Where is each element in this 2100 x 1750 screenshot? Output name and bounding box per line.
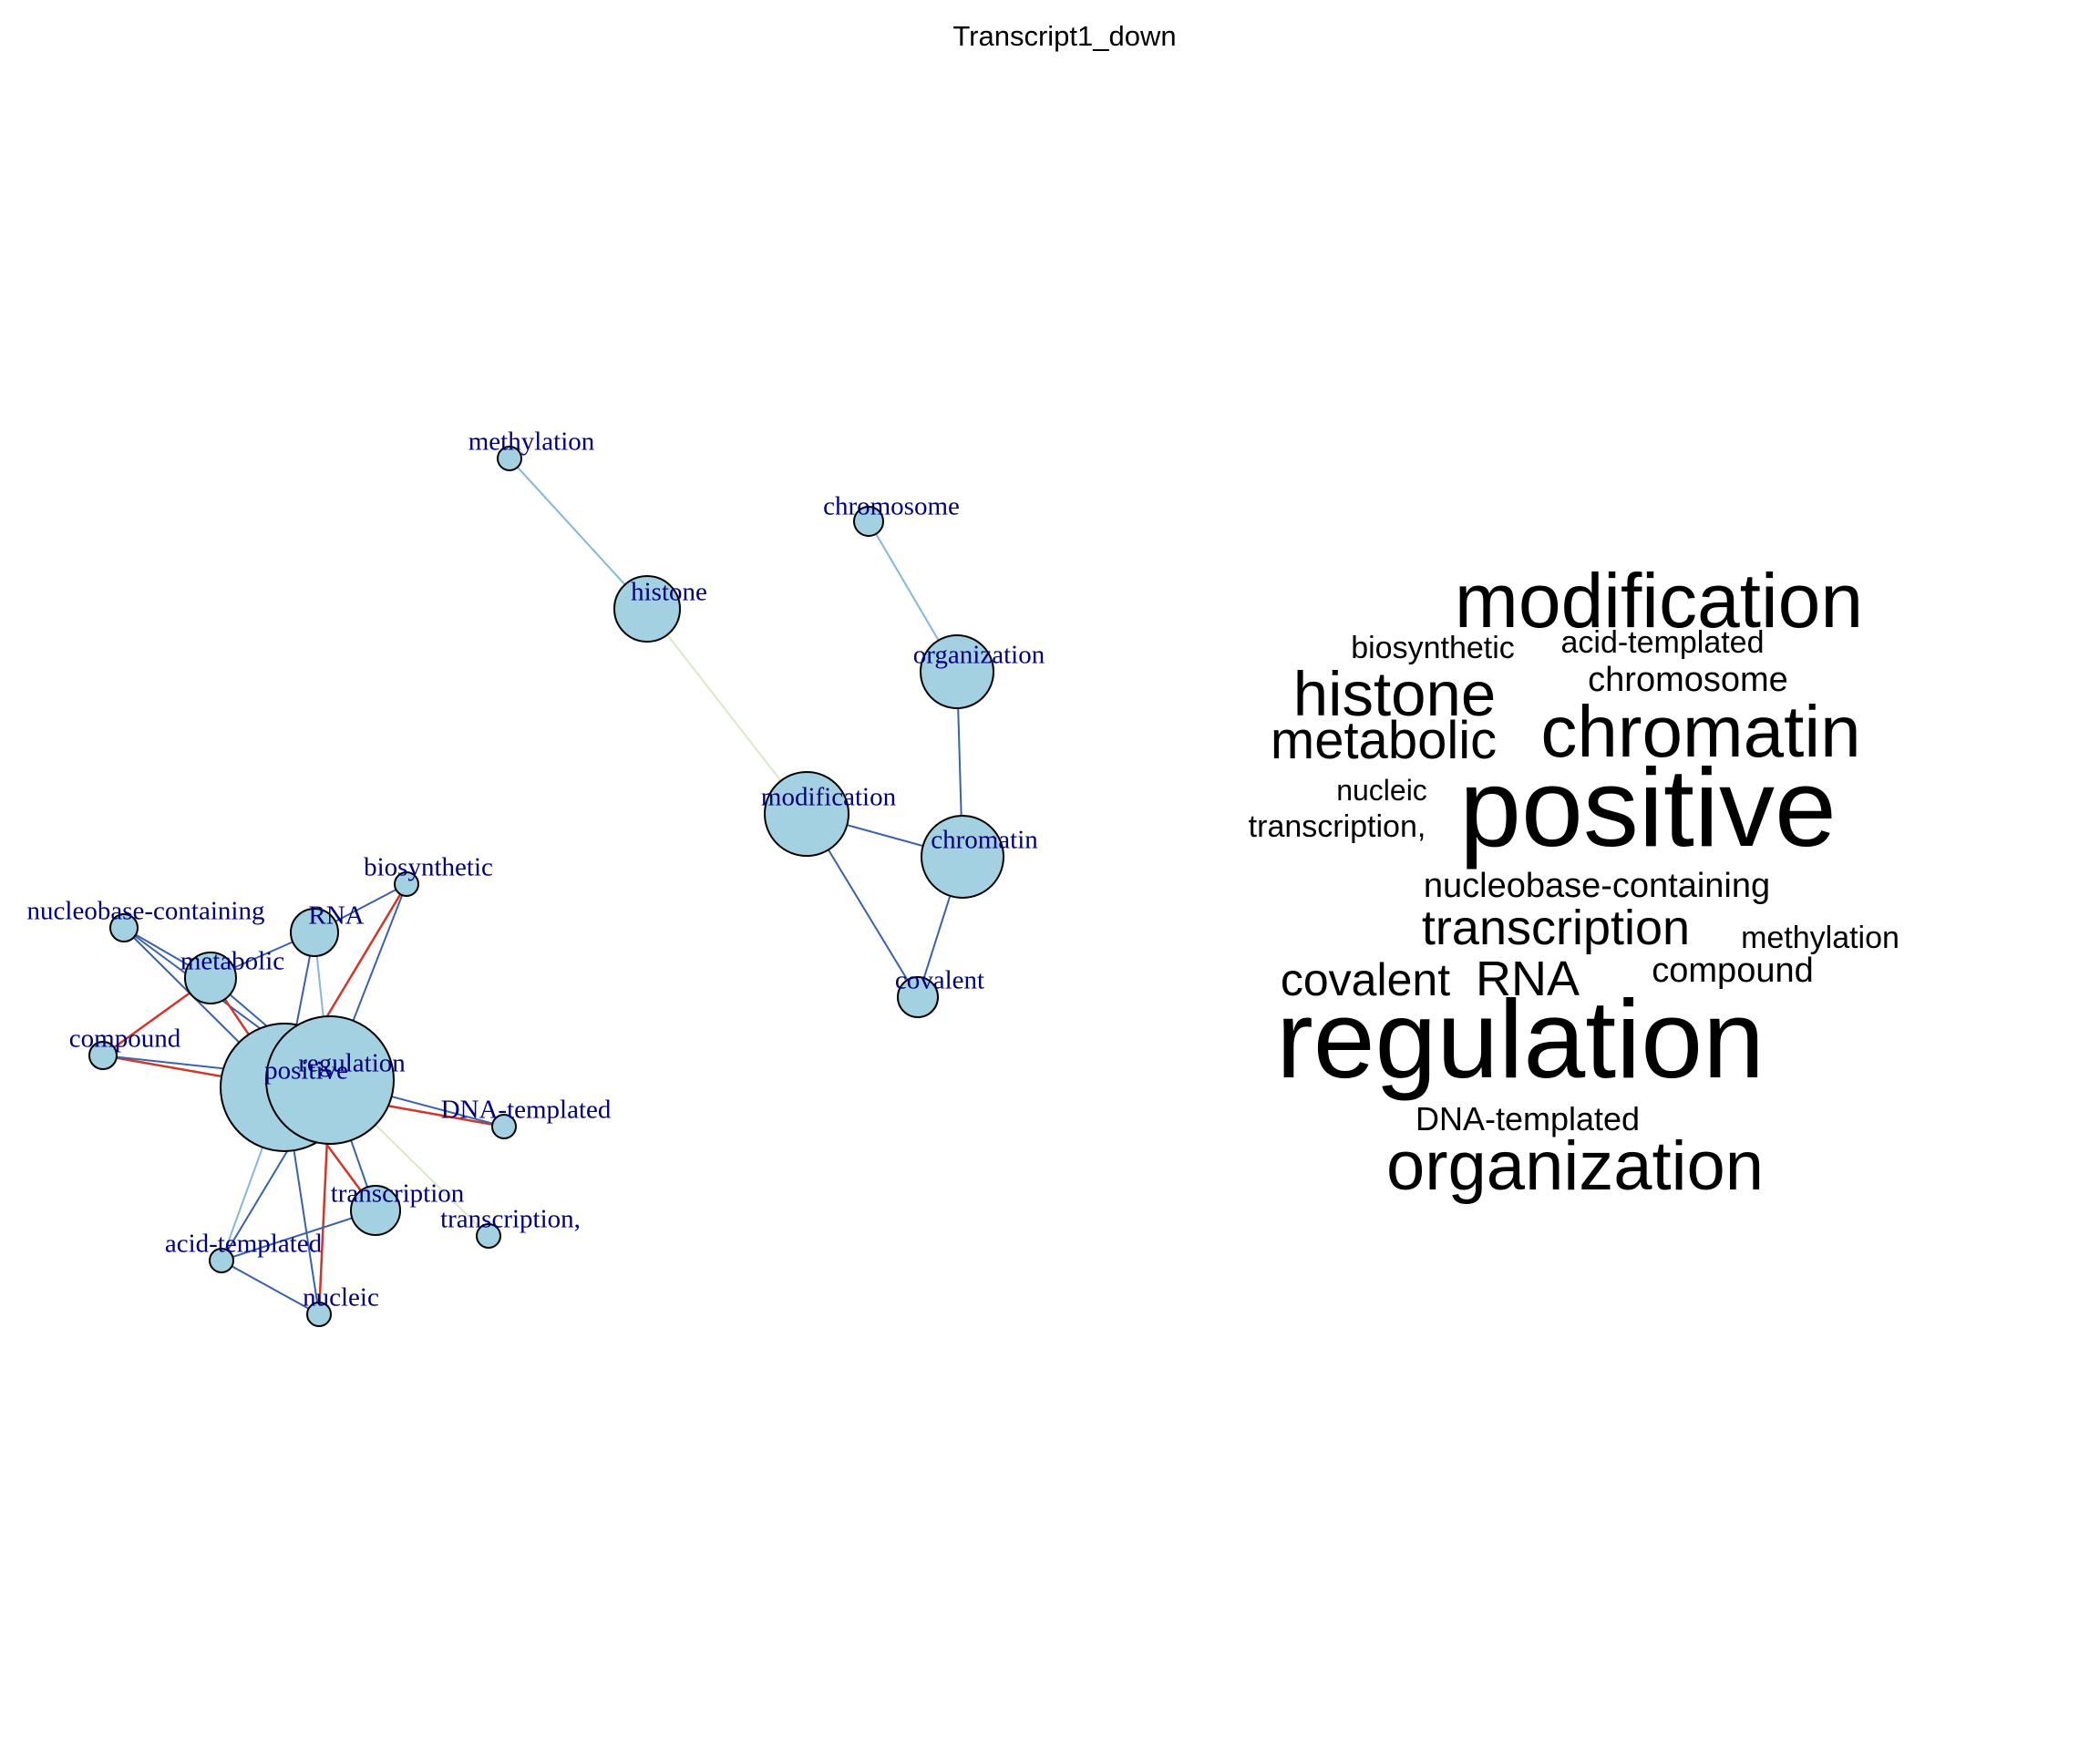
node-regulation [265, 1015, 395, 1145]
node-methylation [497, 446, 522, 471]
node-rna [290, 908, 339, 957]
node-label-compound: compound [69, 1024, 181, 1054]
node-covalent [897, 976, 939, 1018]
node-label-transcription: transcription [331, 1179, 465, 1209]
node-nucleobasecontaining [109, 913, 139, 942]
node-label-organization: organization [913, 641, 1045, 670]
node-label-chromosome: chromosome [823, 492, 960, 521]
node-transcription [350, 1185, 401, 1236]
node-dnatemplated [491, 1114, 517, 1139]
cloud-word-dnatemplated: DNA-templated [1415, 1100, 1640, 1138]
edge-acidtemplated-nucleic [221, 1260, 320, 1315]
node-compound [88, 1041, 118, 1070]
edge-methylation-histone [509, 458, 648, 610]
node-label-nucleic: nucleic [303, 1283, 379, 1312]
node-chromatin [921, 815, 1004, 899]
cloud-word-histone: histone [1293, 659, 1497, 729]
cloud-word-organization: organization [1386, 1127, 1764, 1205]
node-label-chromatin: chromatin [931, 826, 1038, 855]
cloud-word-metabolic: metabolic [1271, 711, 1497, 770]
network-nodes: methylation chromosome histone organization… [27, 427, 1045, 1327]
cloud-word-chromatin: chromatin [1540, 691, 1860, 772]
node-label-positive: positive [264, 1056, 348, 1086]
node-label-methylation: methylation [468, 427, 595, 457]
node-organization [920, 634, 994, 709]
edge-histone-modification [646, 608, 808, 815]
node-label-biosynthetic: biosynthetic [364, 853, 493, 882]
cloud-word-nucleobasecontaining: nucleobase-containing [1424, 867, 1770, 905]
cloud-word-modification: modification [1455, 558, 1863, 643]
cloud-word-compound: compound [1652, 952, 1813, 990]
cloud-word-rna: RNA [1476, 952, 1580, 1006]
cloud-word-acidtemplated: acid-templated [1560, 625, 1764, 660]
node-biosynthetic [394, 871, 419, 897]
figure-title: Transcript1_down [952, 20, 1176, 52]
cloud-word-regulation: regulation [1276, 977, 1765, 1101]
node-transcription [476, 1223, 501, 1249]
cloud-word-covalent: covalent [1281, 954, 1450, 1005]
node-acidtemplated [209, 1248, 234, 1273]
node-modification [764, 771, 849, 857]
cloud-word-biosynthetic: biosynthetic [1351, 631, 1515, 665]
node-label-histone: histone [631, 578, 707, 607]
cloud-word-transcription: transcription, [1249, 809, 1426, 844]
cloud-word-transcription: transcription [1422, 901, 1690, 955]
edge-transcription-acidtemplated [221, 1210, 376, 1261]
cloud-word-chromosome: chromosome [1588, 661, 1788, 699]
node-label-nucleobasecontaining: nucleobase-containing [27, 897, 265, 926]
node-chromosome [853, 506, 884, 537]
cloud-word-positive: positive [1459, 746, 1837, 870]
node-label-modification: modification [761, 783, 897, 812]
node-label-regulation: regulation [298, 1049, 406, 1078]
node-histone [613, 575, 681, 643]
node-label-transcription: transcription, [440, 1205, 581, 1234]
node-metabolic [184, 952, 237, 1004]
node-nucleic [306, 1302, 332, 1327]
node-label-metabolic: metabolic [180, 947, 284, 976]
node-label-dnatemplated: DNA-templated [441, 1096, 612, 1125]
node-label-covalent: covalent [895, 966, 984, 995]
node-label-acidtemplated: acid-templated [165, 1230, 323, 1259]
cloud-word-nucleic: nucleic [1336, 774, 1427, 807]
node-label-rna: RNA [308, 901, 364, 931]
cloud-word-methylation: methylation [1741, 921, 1899, 955]
network-edges [102, 458, 963, 1315]
